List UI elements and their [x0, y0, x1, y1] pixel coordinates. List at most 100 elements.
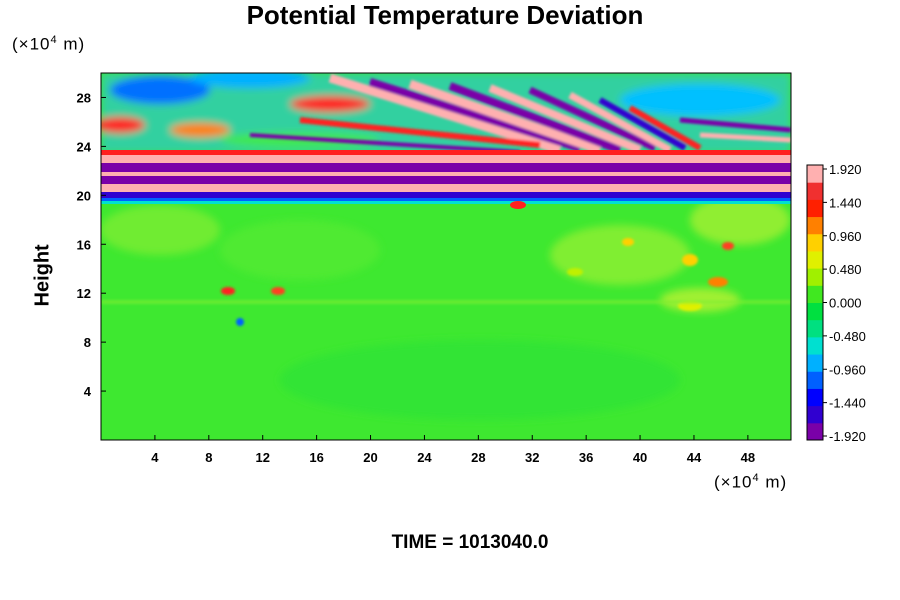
colorbar-swatch [807, 371, 823, 389]
y-tick-label: 8 [84, 335, 91, 350]
x-unit-suffix: m) [759, 472, 788, 492]
x-tick-label: 12 [255, 450, 269, 465]
colorbar-swatch [807, 233, 823, 252]
strong-horizontal-bands [101, 150, 791, 209]
chart-title: Potential Temperature Deviation [246, 0, 644, 30]
colorbar-swatch [807, 199, 823, 218]
warm-anomaly [622, 238, 634, 246]
colorbar-swatch [807, 268, 823, 286]
wave-crest [628, 105, 702, 151]
x-unit-prefix: (×10 [714, 472, 753, 492]
warm-blob [101, 117, 145, 133]
y-tick-label: 20 [77, 188, 91, 203]
wave-trough [448, 82, 622, 154]
warm-blob [170, 123, 230, 137]
colorbar-swatch [807, 319, 823, 338]
y-tick-label: 28 [77, 90, 91, 105]
colorbar-tick-label: 1.920 [829, 162, 862, 177]
colorbar-swatch [807, 354, 823, 372]
colorbar-swatch [807, 250, 823, 269]
y-axis-unit: (×104 m) [12, 34, 85, 55]
colorbar-swatch [807, 405, 823, 424]
warm-patch [690, 195, 790, 245]
warm-patch [550, 225, 690, 285]
x-tick-label: 28 [471, 450, 485, 465]
faint-layer [101, 300, 791, 304]
colorbar-tick-label: 0.960 [829, 229, 862, 244]
x-tick-label: 8 [205, 450, 212, 465]
x-unit-exponent: 4 [752, 472, 760, 484]
x-tick-label: 20 [363, 450, 377, 465]
cool-patch [280, 340, 680, 420]
colorbar-swatch [807, 216, 823, 235]
band [101, 172, 791, 176]
plot-frame [100, 72, 792, 441]
x-tick-label: 4 [151, 450, 159, 465]
colorbar-swatch [807, 388, 823, 407]
cool-blob [190, 73, 310, 88]
y-unit-exponent: 4 [50, 34, 58, 46]
colorbar-tick-label: 1.440 [829, 195, 862, 210]
wave-trough [598, 97, 687, 151]
warm-anomaly [722, 242, 734, 250]
wave-crest [699, 132, 791, 143]
wave-crest [408, 79, 602, 155]
colorbar-tick-label: -1.440 [829, 396, 866, 411]
band [101, 192, 791, 198]
x-axis: 4 8 12 16 20 24 28 32 36 40 44 48 [151, 435, 755, 465]
warm-blob [290, 96, 370, 112]
x-tick-label: 32 [525, 450, 539, 465]
colorbar-tick-label: -0.480 [829, 329, 866, 344]
wave-crest [488, 84, 642, 154]
cool-anomaly [236, 318, 244, 326]
wave-crest [568, 91, 672, 154]
wave-trough [368, 78, 582, 152]
y-tick-label: 4 [84, 384, 92, 399]
band [101, 201, 791, 204]
colorbar-tick-label: -0.960 [829, 362, 866, 377]
wave-trough [528, 86, 657, 152]
warm-anomaly [221, 287, 235, 295]
colorbar-swatch [807, 302, 823, 321]
x-tick-label: 36 [579, 450, 593, 465]
colorbar-swatch [807, 336, 823, 355]
x-tick-label: 40 [633, 450, 647, 465]
band [101, 163, 791, 172]
y-axis: 4 8 12 16 20 24 28 [77, 90, 106, 399]
time-annotation: TIME = 1013040.0 [391, 532, 549, 553]
wave-trough [679, 117, 791, 133]
warm-anomaly [682, 254, 698, 266]
band [101, 184, 791, 192]
colorbar-swatch [807, 165, 823, 183]
band [101, 155, 791, 163]
y-unit-prefix: (×10 [12, 34, 51, 54]
colorbar-tick-label: 0.480 [829, 262, 862, 277]
wave-fronts [249, 73, 791, 155]
colorbar: 1.920 1.440 0.960 0.480 0.000 -0.480 -0.960 -1.… [806, 162, 866, 444]
local-anomalies [101, 238, 791, 326]
y-unit-suffix: m) [57, 34, 86, 54]
colorbar-tick-label: -1.920 [829, 429, 866, 444]
band-wiggle [101, 176, 791, 184]
warm-patch [101, 205, 220, 255]
warm-anomaly [271, 287, 285, 295]
x-tick-label: 16 [309, 450, 323, 465]
colorbar-swatch [807, 285, 823, 303]
warm-anomaly [567, 268, 583, 276]
x-axis-unit: (×104 m) [714, 472, 787, 493]
cool-blob [110, 76, 210, 104]
band [101, 176, 791, 184]
band-anomaly [510, 201, 526, 209]
colorbar-swatch [807, 182, 823, 200]
wave-crest [299, 117, 541, 148]
y-tick-label: 16 [77, 237, 91, 252]
x-tick-label: 44 [687, 450, 702, 465]
wave-trough [249, 133, 521, 154]
x-tick-label: 24 [417, 450, 432, 465]
band [101, 198, 791, 201]
wave-crest [328, 73, 562, 155]
warm-patch [220, 220, 380, 280]
colorbar-tick-label: 0.000 [829, 296, 862, 311]
y-tick-label: 12 [77, 286, 91, 301]
